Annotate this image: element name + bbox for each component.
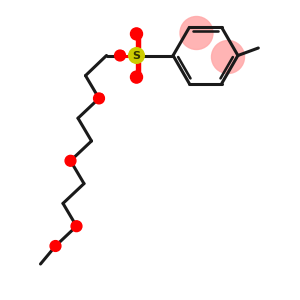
Circle shape xyxy=(71,221,82,232)
Text: O: O xyxy=(65,154,76,167)
Text: O: O xyxy=(131,70,142,84)
Circle shape xyxy=(94,93,104,104)
Circle shape xyxy=(50,241,61,251)
Text: O: O xyxy=(115,49,125,62)
Circle shape xyxy=(130,71,142,83)
Text: O: O xyxy=(131,27,142,40)
Circle shape xyxy=(65,155,76,166)
Circle shape xyxy=(115,50,125,61)
Text: O: O xyxy=(71,220,82,233)
Circle shape xyxy=(212,40,244,74)
Text: S: S xyxy=(133,50,140,61)
Text: O: O xyxy=(94,92,104,105)
Circle shape xyxy=(129,48,144,63)
Text: O: O xyxy=(50,239,61,253)
Circle shape xyxy=(180,16,213,50)
Circle shape xyxy=(130,28,142,40)
